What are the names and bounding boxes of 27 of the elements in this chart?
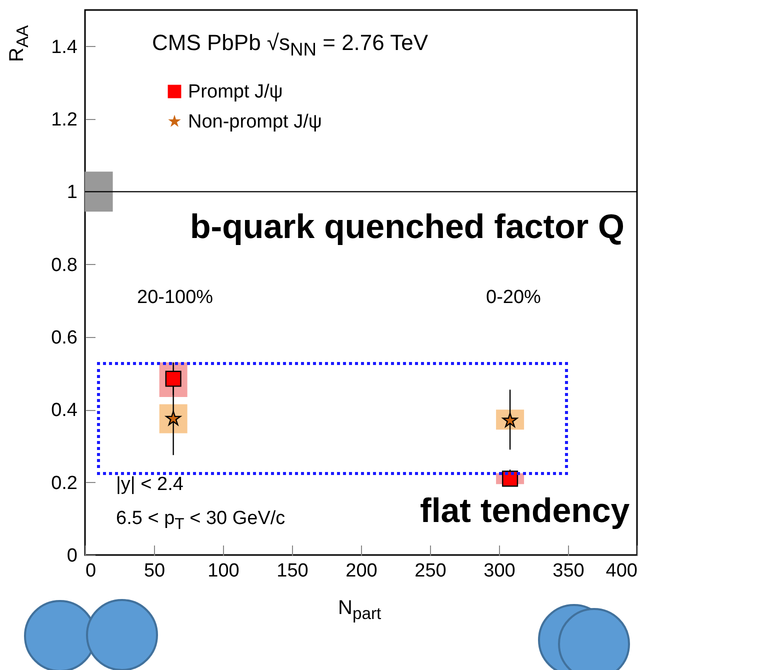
annotation: 0-20% (486, 287, 541, 309)
y-tick-label: 0 (66, 546, 78, 566)
x-tick-label: 200 (346, 560, 378, 582)
x-tick-label: 250 (414, 560, 446, 582)
y-tick-label: 0.8 (51, 254, 78, 276)
legend-label: Prompt J/ψ (188, 82, 283, 102)
annotation: 20-100% (137, 287, 214, 309)
x-tick-label: 50 (144, 560, 166, 582)
y-tick-label: 0.4 (51, 400, 78, 422)
y-tick-label: 0.6 (51, 328, 78, 348)
x-tick-label: 150 (276, 560, 308, 582)
y-tick-label: 0.2 (51, 472, 78, 494)
legend-label: Non-prompt J/ψ (188, 112, 322, 132)
annotation: |y| < 2.4 (116, 474, 184, 496)
annotation: flat tendency (420, 492, 630, 531)
annotation: 6.5 < p$_{T}$ < 30 GeV/c (116, 508, 286, 534)
text: CMS PbPb √s$_{NN}$ = 2.76 TeV (152, 30, 428, 60)
y-tick-label: 1 (66, 182, 78, 204)
x-tick-label: 350 (552, 560, 584, 582)
annotation: b-quark quenched factor Q (190, 208, 624, 247)
x-tick-label: 0 (86, 560, 96, 582)
x-tick-label: 100 (208, 560, 240, 582)
x-tick-label: 300 (484, 560, 516, 582)
y-tick-label: 1.4 (51, 36, 78, 58)
x-tick-label: 400 (606, 560, 638, 582)
y-tick-label: 1.2 (51, 110, 78, 130)
x-axis-title: N$_{part}$ (338, 597, 382, 624)
